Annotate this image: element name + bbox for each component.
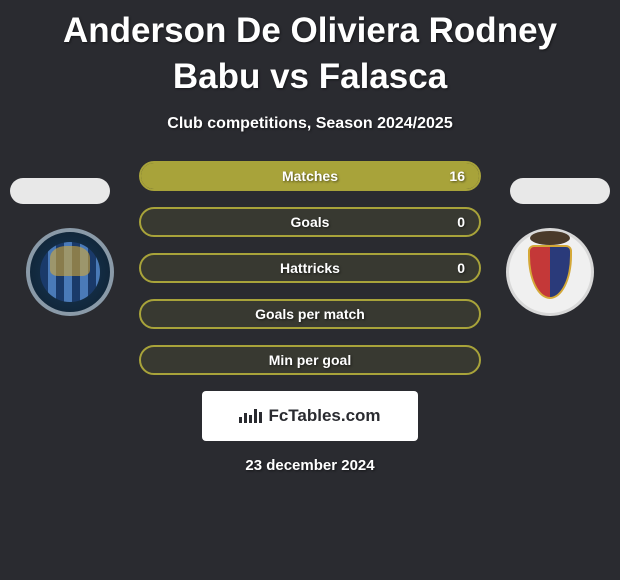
- stat-bar-goals: Goals 0: [139, 207, 481, 237]
- team-logo-left: [26, 228, 114, 316]
- brand-label: FcTables.com: [268, 406, 380, 426]
- stat-label: Matches: [282, 168, 338, 184]
- date-label: 23 december 2024: [0, 457, 620, 474]
- stat-value: 0: [457, 260, 465, 276]
- stat-label: Min per goal: [269, 352, 351, 368]
- pill-right: [510, 178, 610, 204]
- stat-bar-min-per-goal: Min per goal: [139, 345, 481, 375]
- stats-bars: Matches 16 Goals 0 Hattricks 0 Goals per…: [139, 161, 481, 375]
- stat-value: 0: [457, 214, 465, 230]
- stat-bar-hattricks: Hattricks 0: [139, 253, 481, 283]
- subtitle: Club competitions, Season 2024/2025: [0, 115, 620, 133]
- stat-bar-goals-per-match: Goals per match: [139, 299, 481, 329]
- stat-bar-matches: Matches 16: [139, 161, 481, 191]
- pill-left: [10, 178, 110, 204]
- stat-value: 16: [449, 168, 465, 184]
- page-title: Anderson De Oliviera Rodney Babu vs Fala…: [0, 0, 620, 99]
- team-logo-right: [506, 228, 594, 316]
- stat-label: Hattricks: [280, 260, 340, 276]
- latina-stripes-icon: [40, 242, 100, 302]
- casertana-shield-icon: [528, 245, 572, 299]
- chart-bars-icon: [239, 409, 262, 423]
- brand-badge: FcTables.com: [202, 391, 418, 441]
- stat-label: Goals: [291, 214, 330, 230]
- stat-label: Goals per match: [255, 306, 365, 322]
